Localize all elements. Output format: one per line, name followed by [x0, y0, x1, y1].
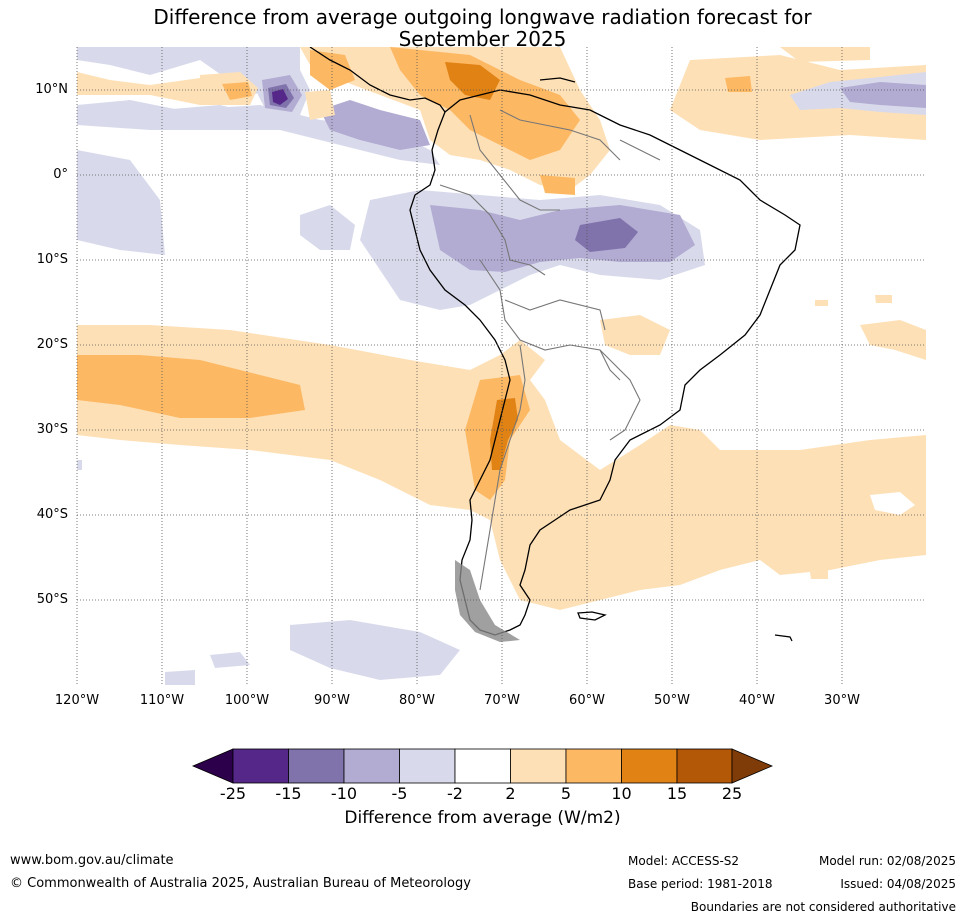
anomaly-region-negative: [272, 89, 288, 105]
lat-label: 30°S: [36, 422, 68, 437]
anomaly-region-positive: [810, 570, 828, 579]
lat-label: 50°S: [36, 592, 68, 607]
anomaly-region-negative: [165, 670, 195, 685]
lat-label: 10°S: [36, 252, 68, 267]
colorbar-bin: [676, 748, 733, 784]
colorbar-tick: 10: [611, 784, 632, 803]
colorbar-tick: -25: [219, 784, 247, 803]
lon-label: 120°W: [54, 693, 100, 708]
south-georgia: [774, 634, 793, 642]
colorbar-tick: -2: [447, 784, 463, 803]
anomaly-region-positive: [790, 542, 810, 551]
footer-base-period: Base period: 1981-2018: [628, 877, 773, 891]
footer-model: Model: ACCESS-S2: [628, 854, 740, 868]
anomaly-region-positive: [725, 76, 752, 92]
colorbar-bin: [454, 748, 511, 784]
anomaly-region-negative: [290, 620, 460, 680]
lon-label: 100°W: [224, 693, 270, 708]
colorbar-extend-high: [731, 748, 774, 784]
map-title-line-2: September 2025: [398, 27, 567, 51]
lon-label: 80°W: [399, 693, 435, 708]
colorbar-tick: -10: [330, 784, 358, 803]
anomaly-region-positive: [222, 82, 252, 100]
colorbar-extend-low: [191, 748, 234, 784]
colorbar-bin: [288, 748, 345, 784]
anomaly-region-positive: [445, 62, 500, 100]
colorbar-tick: 15: [666, 784, 688, 803]
anomaly-region-positive: [305, 90, 335, 120]
colorbar-bin: [510, 748, 567, 784]
anomaly-region-negative: [320, 100, 430, 150]
colorbar-bin: [399, 748, 456, 784]
lon-label: 30°W: [824, 693, 860, 708]
falkland-islands: [577, 611, 607, 621]
anomaly-region-negative: [575, 218, 638, 252]
graticule: [77, 47, 926, 685]
lat-label: 40°S: [36, 507, 68, 522]
colorbar-tick: -15: [275, 784, 302, 803]
tierra-del-fuego: [455, 560, 520, 642]
colorbar-bin: [565, 748, 622, 784]
colorbar-bin: [232, 748, 289, 784]
lat-label: 10°N: [35, 82, 68, 97]
lat-label: 20°S: [36, 337, 68, 352]
colorbar-tick: 5: [560, 784, 572, 803]
anomaly-region-positive: [310, 50, 355, 90]
anomaly-region-negative: [160, 105, 260, 128]
colorbar-label: Difference from average (W/m2): [344, 808, 621, 828]
lon-label: 90°W: [314, 693, 350, 708]
anomaly-region-neutral: [870, 492, 915, 515]
central-america-coast: [309, 47, 446, 113]
colorbar-tick: 2: [505, 784, 516, 803]
colorbar-bin: [343, 748, 400, 784]
anomaly-region-negative: [300, 205, 355, 250]
anomaly-region-negative: [77, 460, 82, 470]
anomaly-region-positive: [860, 320, 926, 360]
coastlines: [309, 47, 801, 642]
footer-copyright: © Commonwealth of Australia 2025, Austra…: [10, 876, 471, 891]
colorbar-tick: 25: [721, 784, 743, 803]
lat-label: 0°: [53, 167, 68, 182]
anomaly-field: [77, 47, 926, 685]
anomaly-region-positive: [490, 398, 518, 470]
anomaly-region-positive: [780, 47, 870, 62]
footer-issued: Issued: 04/08/2025: [840, 877, 956, 891]
anomaly-region-negative: [840, 82, 926, 108]
colorbar: [191, 748, 774, 784]
anomaly-region-positive: [815, 300, 828, 306]
lon-label: 70°W: [484, 693, 520, 708]
lon-label: 110°W: [139, 693, 185, 708]
lon-label: 40°W: [739, 693, 775, 708]
anomaly-region-negative: [210, 652, 250, 668]
anomaly-region-positive: [77, 355, 305, 418]
colorbar-tick: -5: [391, 784, 408, 803]
colorbar-bin: [621, 748, 678, 784]
anomaly-region-negative: [77, 150, 165, 255]
caribbean-islands: [539, 77, 576, 83]
anomaly-region-negative: [430, 205, 695, 272]
footer-model-run: Model run: 02/08/2025: [818, 854, 956, 868]
anomaly-region-positive: [875, 295, 892, 303]
anomaly-region-positive: [390, 47, 580, 160]
footer-website-link[interactable]: www.bom.gov.au/climate: [10, 853, 174, 868]
lon-label: 60°W: [569, 693, 605, 708]
lon-label: 50°W: [654, 693, 690, 708]
footer-disclaimer: Boundaries are not considered authoritat…: [690, 900, 956, 914]
map-title-line-1: Difference from average outgoing longwav…: [153, 5, 812, 29]
south-america-coast: [409, 89, 801, 636]
anomaly-region-positive: [540, 175, 575, 195]
